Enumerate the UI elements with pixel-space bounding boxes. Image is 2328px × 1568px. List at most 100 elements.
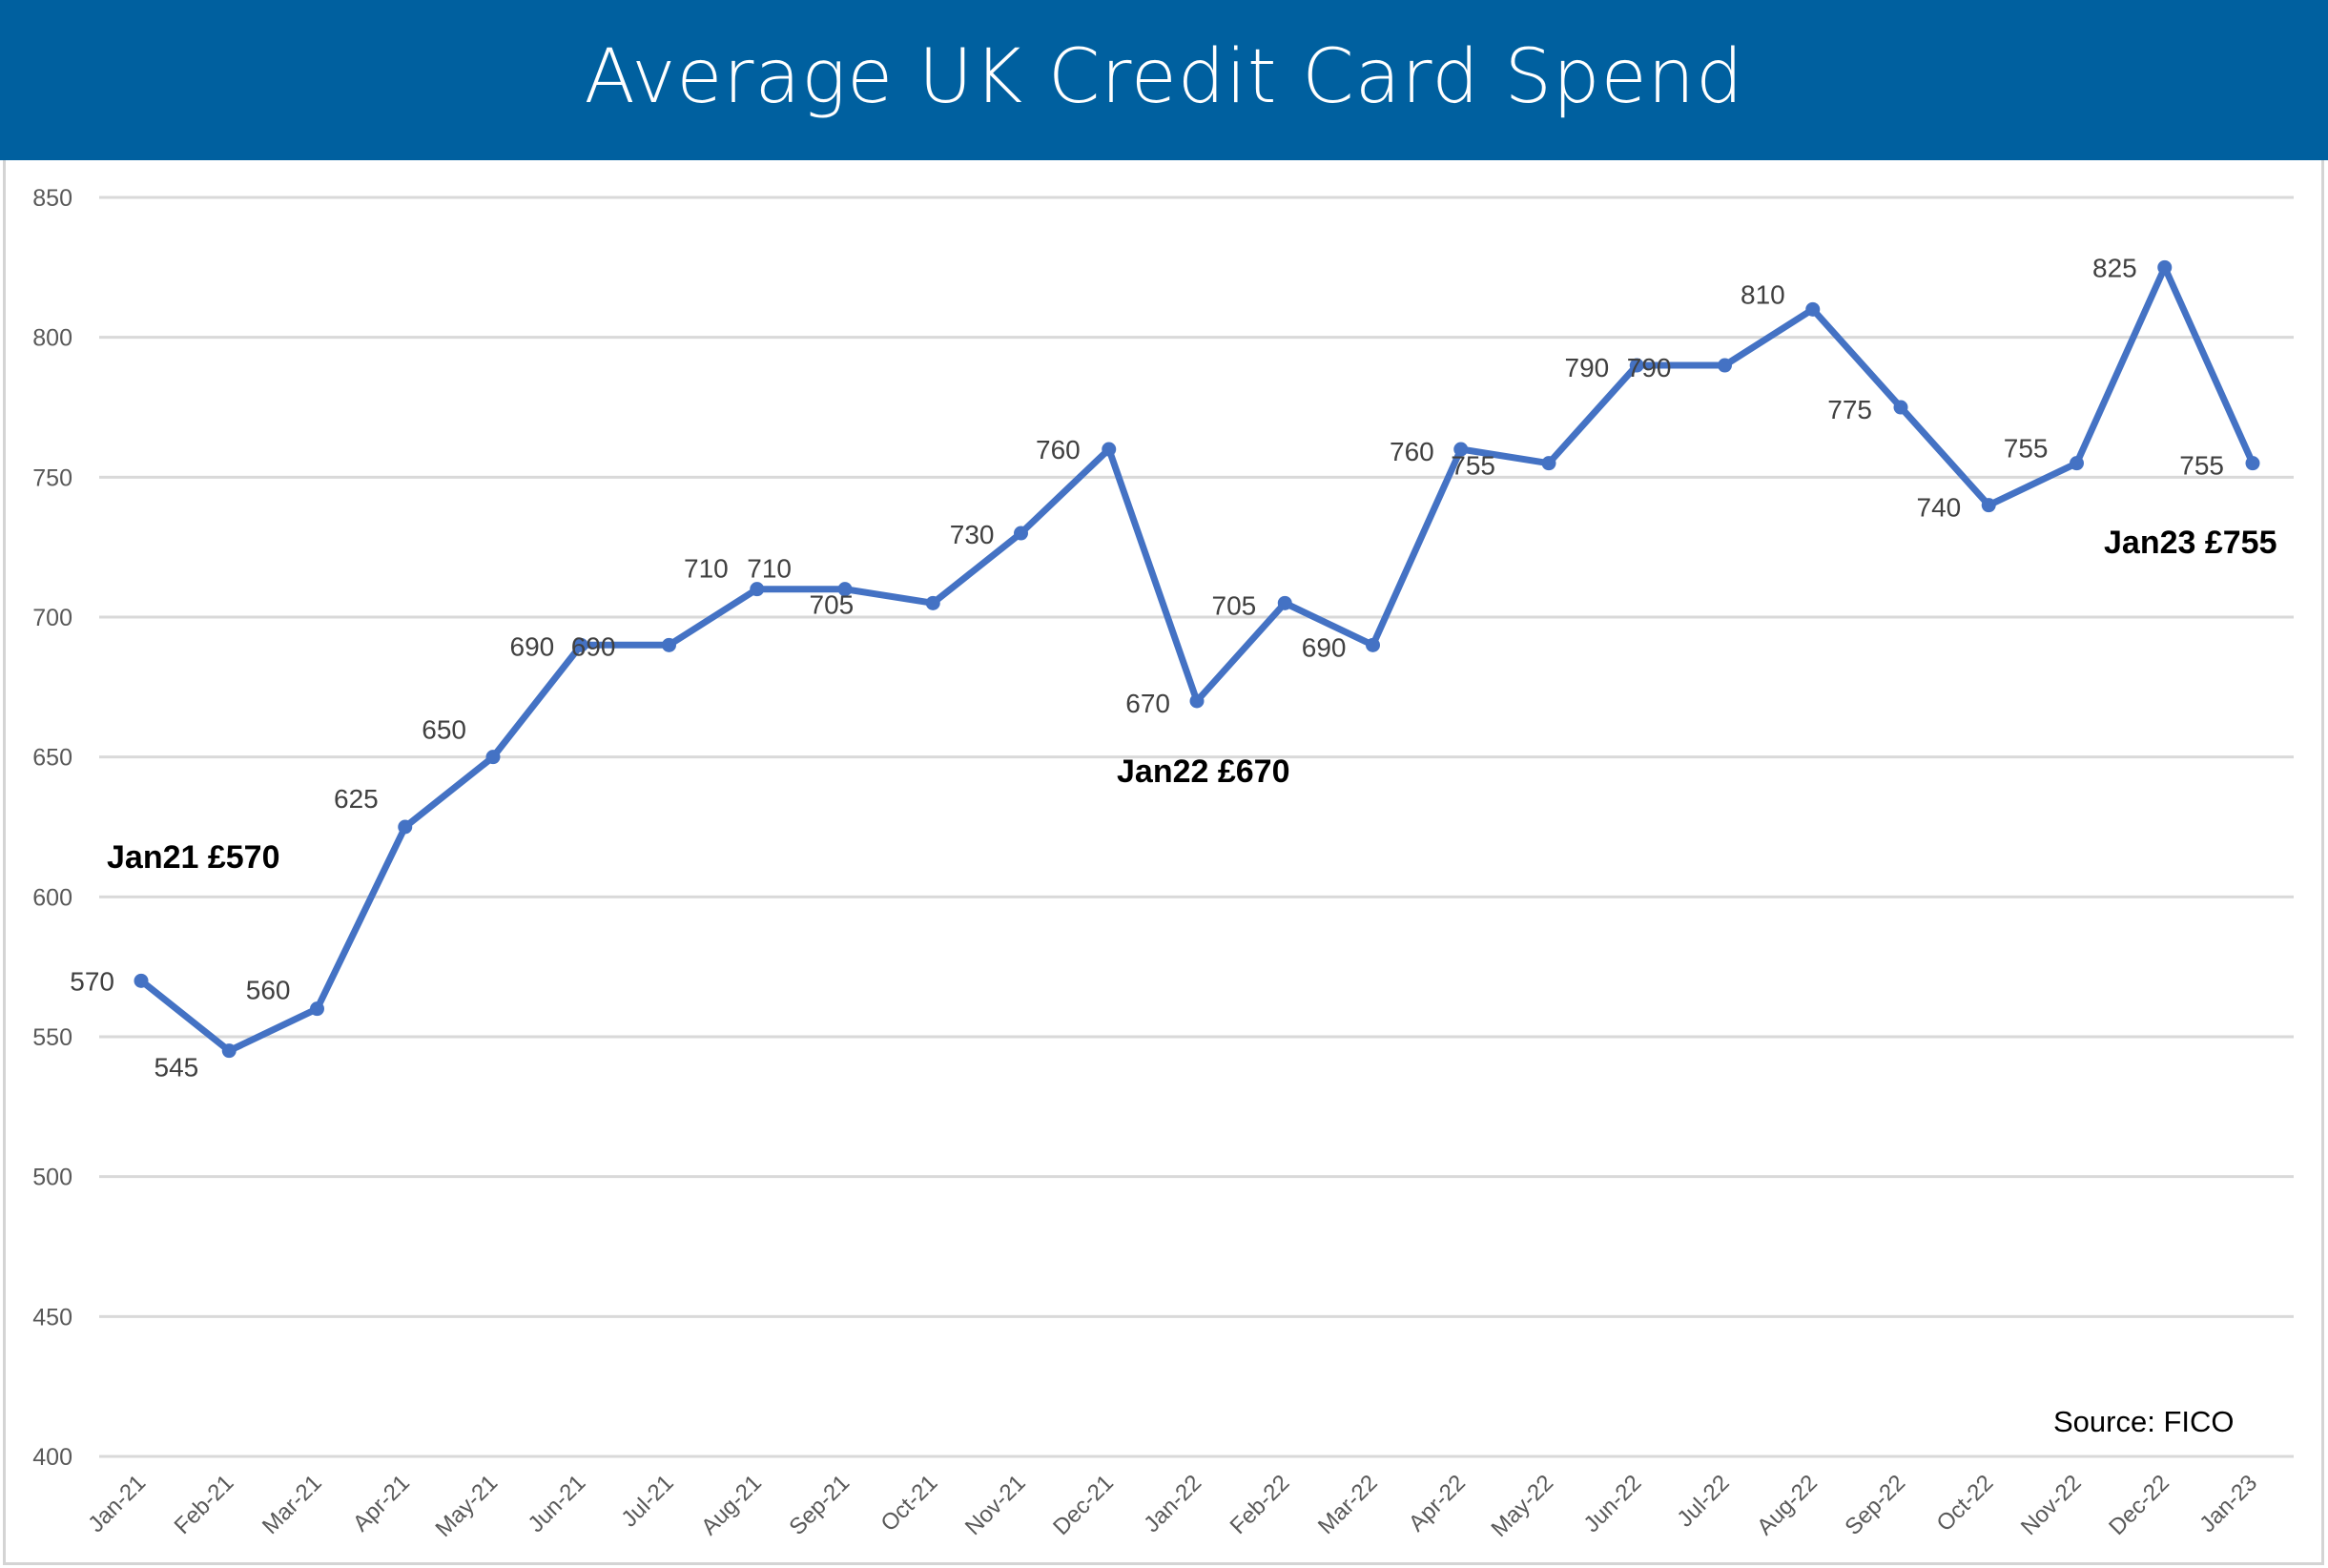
data-point-marker <box>1981 498 1996 513</box>
data-label: 755 <box>2004 434 2049 464</box>
x-tick-label: Feb-21 <box>170 1470 239 1539</box>
x-tick-label: Nov-22 <box>2016 1470 2087 1540</box>
data-point-marker <box>1102 442 1117 457</box>
data-point-marker <box>1805 301 1821 317</box>
series-line <box>138 263 2256 1055</box>
x-tick-label: Oct-21 <box>876 1470 942 1537</box>
x-tick-label: Jun-22 <box>1579 1470 1647 1537</box>
data-label: 710 <box>684 554 729 584</box>
annotations: Jan21 £570 Jan22 £670 Jan23 £755 <box>107 525 2277 876</box>
data-label: 650 <box>422 715 466 745</box>
data-label: 740 <box>1917 493 1962 523</box>
data-label: 790 <box>1627 353 1672 382</box>
data-label: 690 <box>1302 632 1347 662</box>
chart-frame <box>3 160 2324 1565</box>
y-axis-ticks: 400 450 500 550 600 650 700 750 800 850 <box>32 185 72 1471</box>
data-point-marker <box>2245 456 2260 471</box>
y-tick-label: 550 <box>32 1024 72 1051</box>
data-label: 755 <box>1451 451 1495 481</box>
chart-title: Average UK Credit Card Spend <box>584 34 1744 120</box>
data-label: 625 <box>334 784 379 814</box>
data-point-marker <box>573 637 588 652</box>
data-point-marker <box>925 595 940 610</box>
data-labels: 570 545 560 625 650 690 690 710 710 705 730 760 670 7… <box>70 253 2224 1082</box>
data-point-marker <box>398 819 413 835</box>
callout-annotation: Jan21 £570 <box>107 839 280 876</box>
y-tick-label: 450 <box>32 1304 72 1331</box>
x-tick-label: Apr-22 <box>1404 1470 1471 1537</box>
data-point-marker <box>837 582 853 597</box>
y-tick-label: 650 <box>32 745 72 772</box>
callout-annotation: Jan22 £670 <box>1117 753 1290 790</box>
data-point-marker <box>1893 400 1908 415</box>
x-tick-label: Apr-21 <box>348 1470 415 1537</box>
x-tick-label: Jun-21 <box>524 1470 591 1537</box>
x-tick-label: Jul-21 <box>616 1470 678 1532</box>
data-label: 545 <box>155 1053 199 1083</box>
data-point-marker <box>1718 358 1732 373</box>
x-tick-label: May-21 <box>431 1470 504 1542</box>
x-tick-label: Mar-21 <box>258 1470 327 1539</box>
data-label: 810 <box>1741 279 1785 309</box>
y-tick-label: 400 <box>32 1444 72 1471</box>
data-point-marker <box>1629 358 1644 373</box>
x-tick-label: Oct-22 <box>1931 1470 1998 1537</box>
x-tick-label: Dec-22 <box>2104 1470 2174 1540</box>
x-tick-label: Feb-22 <box>1226 1470 1295 1539</box>
data-label: 825 <box>2092 253 2137 282</box>
x-tick-label: Aug-22 <box>1752 1470 1823 1540</box>
x-tick-label: Jul-22 <box>1672 1470 1734 1532</box>
data-label: 760 <box>1390 437 1434 466</box>
data-point-marker <box>1453 442 1469 457</box>
x-tick-label: Dec-21 <box>1048 1470 1119 1540</box>
callout-annotation: Jan23 £755 <box>2104 525 2277 561</box>
data-point-marker <box>2157 259 2173 275</box>
data-label: 690 <box>571 631 616 661</box>
data-label: 760 <box>1036 435 1081 464</box>
y-tick-label: 500 <box>32 1165 72 1191</box>
data-point-marker <box>1277 595 1292 610</box>
x-tick-label: Nov-21 <box>960 1470 1031 1540</box>
y-tick-label: 850 <box>32 185 72 212</box>
x-axis-ticks: Jan-21 Feb-21 Mar-21 Apr-21 May-21 Jun-21 Jul-… <box>83 1470 2262 1542</box>
title-banner: Average UK Credit Card Spend <box>0 0 2328 160</box>
gridlines <box>99 196 2294 1458</box>
data-label: 710 <box>747 554 792 584</box>
data-point-marker <box>310 1001 324 1017</box>
data-point-marker <box>1541 456 1556 471</box>
data-label: 560 <box>246 976 291 1005</box>
y-tick-label: 600 <box>32 884 72 911</box>
data-label: 790 <box>1565 353 1610 382</box>
data-point-marker <box>221 1043 237 1059</box>
x-tick-label: Aug-21 <box>696 1470 767 1540</box>
data-series <box>134 259 2260 1059</box>
source-note: Source: FICO <box>2053 1405 2235 1438</box>
x-tick-label: Jan-22 <box>1139 1470 1206 1537</box>
data-point-marker <box>1366 637 1380 652</box>
data-point-marker <box>134 973 149 988</box>
data-label: 670 <box>1125 689 1170 718</box>
x-tick-label: May-22 <box>1487 1470 1559 1542</box>
data-point-marker <box>1189 693 1205 709</box>
x-tick-label: Sep-22 <box>1840 1470 1910 1540</box>
data-label: 570 <box>70 966 114 996</box>
x-tick-label: Jan-21 <box>83 1470 151 1537</box>
data-label: 690 <box>510 631 555 661</box>
y-tick-label: 700 <box>32 605 72 631</box>
data-label: 705 <box>1212 590 1257 620</box>
y-tick-label: 750 <box>32 464 72 491</box>
data-point-marker <box>2070 456 2084 471</box>
data-point-marker <box>750 582 765 597</box>
data-label: 705 <box>810 589 855 619</box>
data-point-marker <box>485 750 501 765</box>
x-tick-label: Sep-21 <box>784 1470 855 1540</box>
x-tick-label: Mar-22 <box>1313 1470 1383 1539</box>
y-tick-label: 800 <box>32 325 72 352</box>
data-point-marker <box>662 637 676 652</box>
data-label: 730 <box>950 520 995 549</box>
data-point-marker <box>1014 526 1028 541</box>
data-label: 775 <box>1827 395 1872 424</box>
data-label: 755 <box>2179 451 2224 481</box>
x-tick-label: Jan-23 <box>2194 1470 2262 1537</box>
